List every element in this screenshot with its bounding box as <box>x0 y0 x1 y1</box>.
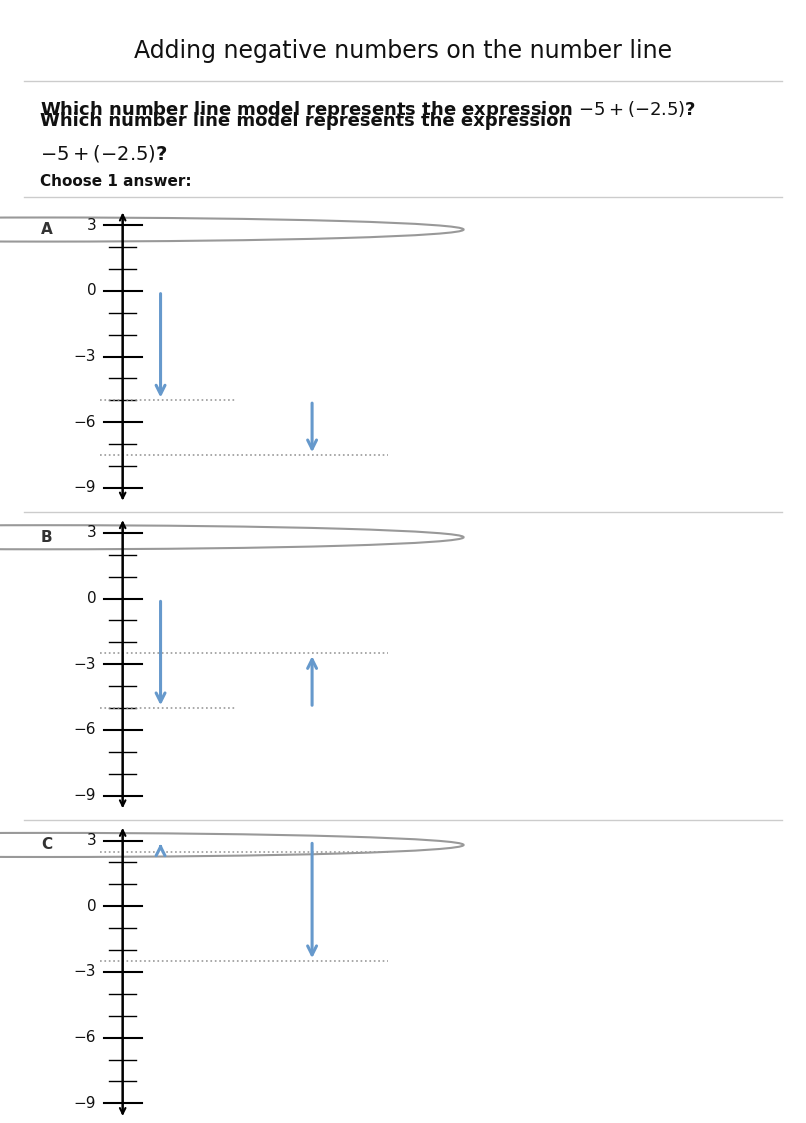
Text: A: A <box>41 222 52 237</box>
Text: 0: 0 <box>86 283 96 299</box>
Text: −9: −9 <box>73 1096 96 1111</box>
Text: Choose 1 answer:: Choose 1 answer: <box>40 174 192 189</box>
Text: 0: 0 <box>86 898 96 914</box>
Text: 3: 3 <box>86 218 96 232</box>
Text: Which number line model represents the expression $-5 + (-2.5)$?: Which number line model represents the e… <box>40 99 696 121</box>
Text: −6: −6 <box>73 1030 96 1046</box>
Text: −9: −9 <box>73 481 96 495</box>
Text: −9: −9 <box>73 788 96 803</box>
Text: −6: −6 <box>73 722 96 738</box>
Text: 3: 3 <box>86 833 96 848</box>
Text: 0: 0 <box>86 591 96 606</box>
Text: Which number line model represents the expression: Which number line model represents the e… <box>40 112 578 130</box>
Text: $-5 + (-2.5)$?: $-5 + (-2.5)$? <box>40 143 168 164</box>
Text: −6: −6 <box>73 414 96 430</box>
Text: −3: −3 <box>73 657 96 672</box>
Text: B: B <box>41 530 52 545</box>
Text: 3: 3 <box>86 526 96 540</box>
Text: −3: −3 <box>73 965 96 979</box>
Text: C: C <box>41 838 52 852</box>
Text: −3: −3 <box>73 349 96 364</box>
Text: Adding negative numbers on the number line: Adding negative numbers on the number li… <box>134 39 672 63</box>
